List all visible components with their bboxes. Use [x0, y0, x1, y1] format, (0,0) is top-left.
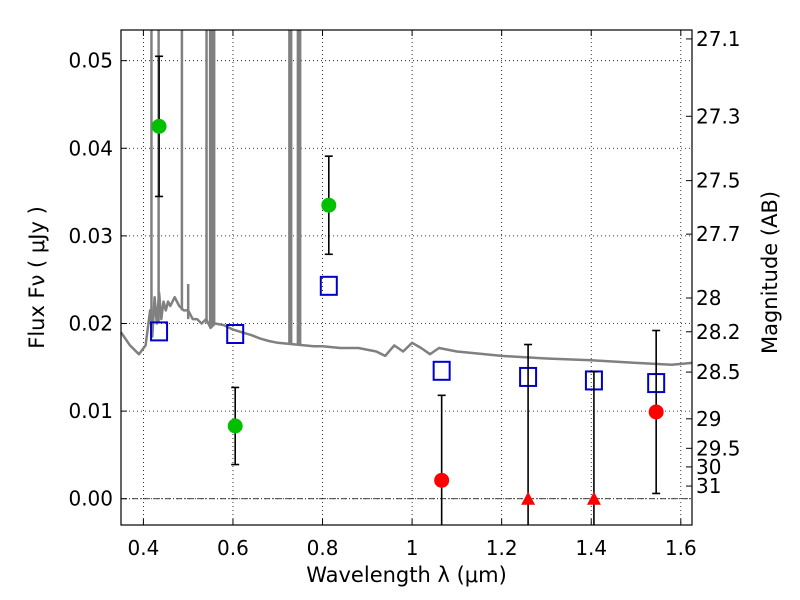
observed-points: [151, 118, 664, 505]
magnitude-axis-title: Magnitude (AB): [758, 191, 782, 354]
x-axis-title: Wavelength λ (μm): [306, 563, 507, 587]
y-axis-title: Flux Fν ( μJy ): [25, 206, 49, 349]
x-tick-labels: 0.4 0.6 0.8 1 1.2 1.4 1.6: [127, 536, 696, 560]
y-tick-labels: 0.00 0.01 0.02 0.03 0.04 0.05: [68, 49, 113, 511]
detection-point: [227, 418, 243, 434]
x-tick-label: 0.8: [307, 536, 339, 560]
mag-tick-label: 28: [696, 286, 721, 310]
plot-frame: [120, 29, 693, 526]
zero-flux-point: [586, 491, 601, 505]
y-tick-label: 0.03: [68, 224, 113, 248]
error-bars: [155, 55, 661, 525]
detection-point: [151, 118, 167, 134]
mag-tick-label: 29.5: [696, 436, 741, 460]
mag-tick-label: 28.5: [696, 360, 741, 384]
x-tick-label: 1.2: [486, 536, 518, 560]
x-tick-label: 0.4: [127, 536, 159, 560]
low-sn-point: [648, 404, 664, 420]
grid: [121, 30, 692, 525]
model-photometry-point: [150, 321, 169, 342]
x-tick-label: 0.6: [217, 536, 249, 560]
y-tick-label: 0.00: [68, 487, 113, 511]
mag-tick-label: 30: [696, 455, 721, 479]
sed-line: [119, 291, 693, 366]
y-tick-label: 0.05: [68, 49, 113, 73]
y-tick-label: 0.04: [68, 136, 113, 160]
mag-tick-label: 28.2: [696, 320, 741, 344]
model-sed: [119, 30, 693, 366]
model-photometry-point: [432, 360, 451, 381]
x-tick-label: 1.4: [575, 536, 607, 560]
model-photometry-point: [226, 324, 245, 345]
mag-tick-label: 31: [696, 474, 721, 498]
y-tick-label: 0.01: [68, 399, 113, 423]
model-photometry-point: [319, 275, 338, 296]
mag-tick-label: 27.3: [696, 104, 741, 128]
mag-tick-label: 27.1: [696, 27, 741, 51]
x-tick-label: 1: [406, 536, 419, 560]
mag-tick-label: 27.5: [696, 169, 741, 193]
zero-flux-point: [521, 491, 536, 505]
mag-tick-label: 29: [696, 407, 721, 431]
y-tick-label: 0.02: [68, 311, 113, 335]
x-tick-label: 1.6: [665, 536, 697, 560]
ticks: [121, 30, 692, 525]
detection-point: [321, 197, 337, 213]
mag-tick-label: 27.7: [696, 222, 741, 246]
low-sn-point: [434, 472, 450, 488]
model-photometry-points: [150, 275, 666, 394]
